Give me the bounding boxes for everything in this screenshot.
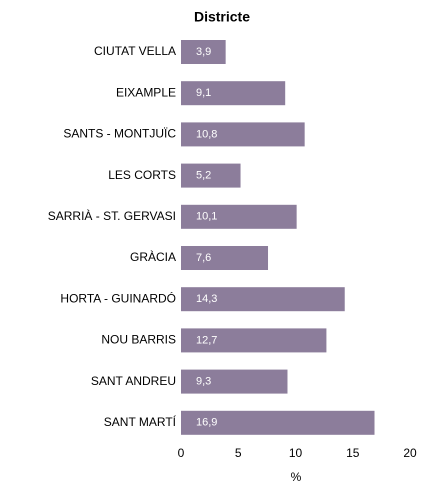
- bar: [181, 410, 375, 435]
- chart-title: Districte: [194, 9, 250, 25]
- value-label: 9,1: [196, 87, 211, 99]
- y-tick-label: GRÀCIA: [130, 249, 176, 264]
- value-label: 7,6: [196, 252, 211, 264]
- y-tick-label: CIUTAT VELLA: [94, 44, 176, 58]
- bar: [181, 328, 327, 353]
- y-tick-label: SANT MARTÍ: [104, 414, 177, 429]
- y-tick-label: LES CORTS: [108, 168, 176, 182]
- y-tick-label: SANTS - MONTJUÏC: [63, 127, 176, 141]
- y-tick-label: SANT ANDREU: [91, 374, 176, 388]
- x-tick-label: 15: [346, 446, 360, 460]
- value-label: 10,1: [196, 211, 217, 223]
- x-axis-label: %: [291, 470, 302, 483]
- x-tick-label: 5: [235, 446, 242, 460]
- y-tick-label: SARRIÀ - ST. GERVASI: [48, 208, 176, 223]
- value-label: 10,8: [196, 128, 217, 140]
- value-label: 3,9: [196, 46, 211, 58]
- value-label: 16,9: [196, 417, 217, 429]
- x-tick-label: 0: [178, 446, 185, 460]
- value-label: 9,3: [196, 376, 211, 388]
- bar: [181, 81, 286, 106]
- bar: [181, 122, 305, 147]
- value-label: 5,2: [196, 170, 211, 182]
- bar: [181, 369, 288, 394]
- y-tick-label: HORTA - GUINARDÓ: [60, 290, 176, 305]
- x-tick-label: 10: [289, 446, 303, 460]
- value-label: 12,7: [196, 334, 217, 346]
- value-label: 14,3: [196, 293, 217, 305]
- bar: [181, 204, 297, 229]
- bar: [181, 287, 345, 312]
- y-tick-label: NOU BARRIS: [101, 333, 176, 347]
- y-tick-label: EIXAMPLE: [116, 85, 176, 99]
- bar: [181, 163, 241, 188]
- bar: [181, 40, 226, 64]
- bar: [181, 246, 269, 270]
- x-tick-label: 20: [403, 446, 417, 460]
